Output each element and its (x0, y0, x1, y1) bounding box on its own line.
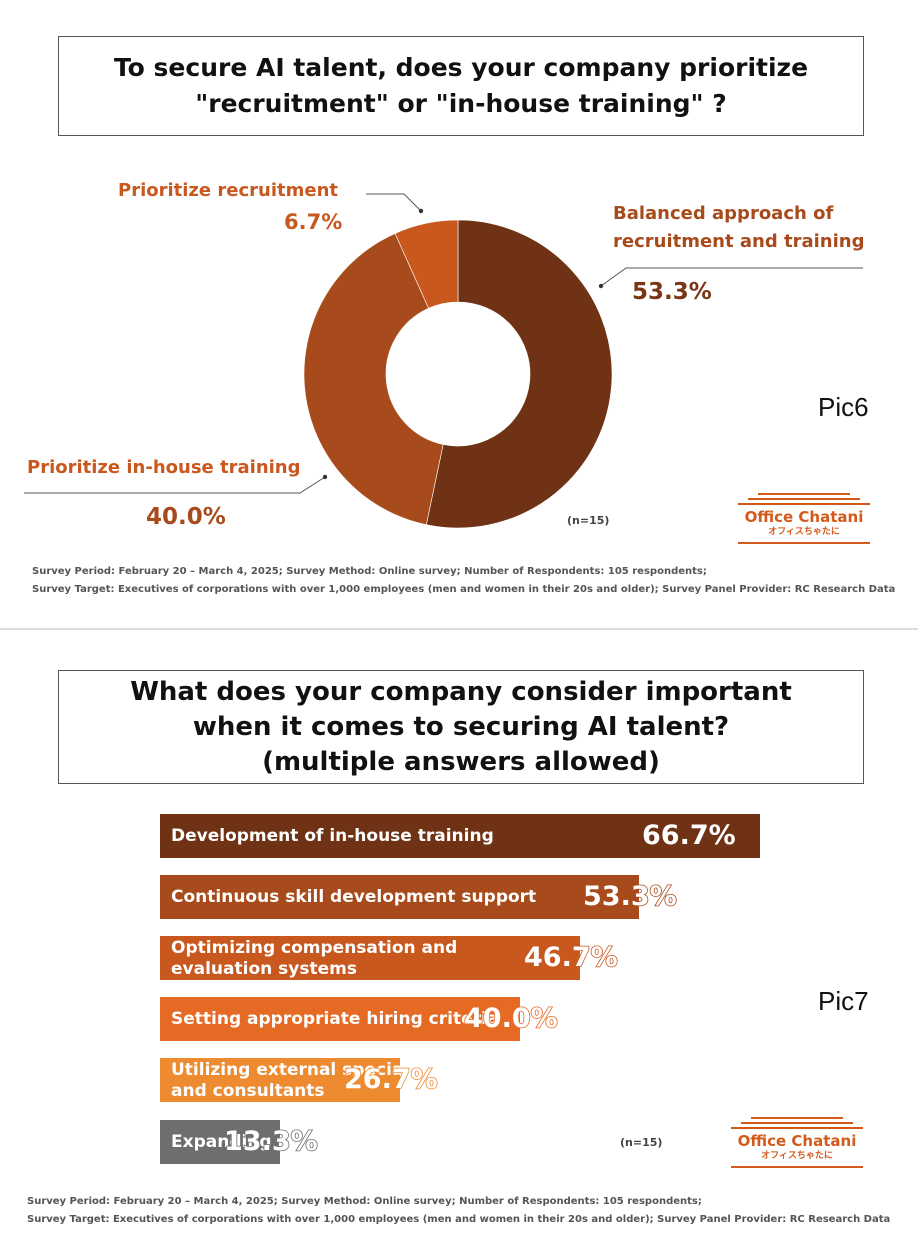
donut-slice-recruit (394, 219, 459, 309)
bar-value-1: 66.7% (642, 820, 736, 851)
bar-chart-title: What does your company consider importan… (58, 670, 864, 784)
logo-brand: Office Chatani (744, 508, 864, 526)
logo-kana: オフィスちゃたに (768, 527, 840, 537)
section-divider (0, 628, 918, 630)
donut-footnote-1: Survey Period: February 20 – March 4, 20… (32, 566, 707, 577)
logo-lines-bottom (738, 538, 870, 546)
donut-slice-balanced (425, 219, 613, 529)
bar-3 (160, 936, 580, 980)
bar-chart-title-line2: when it comes to securing AI talent? (192, 711, 730, 742)
balanced-label-line1: Balanced approach of (613, 203, 834, 224)
bar-label-3: Optimizing compensation and (171, 938, 458, 958)
bar-chart-title-line1: What does your company consider importan… (130, 676, 792, 707)
bar-sample-size: (n=15) (620, 1136, 663, 1149)
donut-chart (24, 193, 863, 529)
leader-dot-inhouse (322, 474, 328, 480)
bar-value-2: 53.3% (582, 880, 677, 913)
bar-footnote-2: Survey Target: Executives of corporation… (27, 1214, 891, 1225)
balanced-label-line2: recruitment and training (613, 231, 865, 252)
leader-dot-recruit (418, 208, 424, 214)
inhouse-label: Prioritize in-house training (27, 457, 301, 478)
logo-office-chatani-2: Office Chatani オフィスちゃたに (731, 1116, 863, 1170)
bar-2 (160, 875, 639, 919)
leader-line-inhouse (24, 476, 326, 494)
recruit-label: Prioritize recruitment (118, 180, 338, 201)
recruit-value: 6.7% (284, 210, 343, 234)
leader-dot-balanced (598, 283, 604, 289)
logo-lines-top (731, 1116, 863, 1132)
logo-office-chatani-1: Office Chatani オフィスちゃたに (738, 492, 870, 546)
bar-label-3-line2: evaluation systems (171, 959, 357, 979)
bar-1 (160, 814, 760, 858)
bar-footnote-1: Survey Period: February 20 – March 4, 20… (27, 1196, 702, 1207)
donut-footnote-2: Survey Target: Executives of corporation… (32, 584, 896, 595)
bar-label-5-line2: and consultants (171, 1081, 325, 1101)
bar-6 (160, 1120, 280, 1164)
logo-lines-bottom (731, 1162, 863, 1170)
bar-label-4: Setting appropriate hiring criteria (171, 1009, 499, 1029)
donut-chart-title-text: To secure AI talent, does your company p… (113, 53, 809, 118)
pic6-label: Pic6 (818, 392, 869, 422)
donut-slice-inhouse (303, 233, 444, 526)
bar-label-6: Expanding recruitment channels (171, 1132, 483, 1152)
bar-label-5: Utilizing external specialists (171, 1060, 444, 1080)
bar-4 (160, 997, 520, 1041)
bar-5 (160, 1058, 400, 1102)
donut-chart-title: To secure AI talent, does your company p… (58, 36, 864, 136)
logo-brand: Office Chatani (737, 1132, 857, 1150)
leader-line-balanced (600, 267, 863, 287)
bar-value-5: 26.7% (343, 1063, 438, 1096)
inhouse-value: 40.0% (146, 504, 226, 530)
donut-sample-size: (n=15) (567, 514, 610, 527)
bar-value-3: 46.7% (523, 941, 618, 974)
logo-lines-top (738, 492, 870, 508)
bar-label-2: Continuous skill development support (171, 887, 537, 907)
pic7-label: Pic7 (818, 986, 869, 1016)
balanced-value: 53.3% (632, 279, 712, 305)
bar-value-6: 13.3% (223, 1125, 318, 1158)
leader-line-recruit (366, 193, 422, 212)
bar-label-1: Development of in-house training (171, 826, 494, 846)
logo-kana: オフィスちゃたに (761, 1151, 833, 1161)
bar-chart-title-line3: (multiple answers allowed) (262, 746, 660, 777)
bar-value-4: 40.0% (463, 1002, 558, 1035)
